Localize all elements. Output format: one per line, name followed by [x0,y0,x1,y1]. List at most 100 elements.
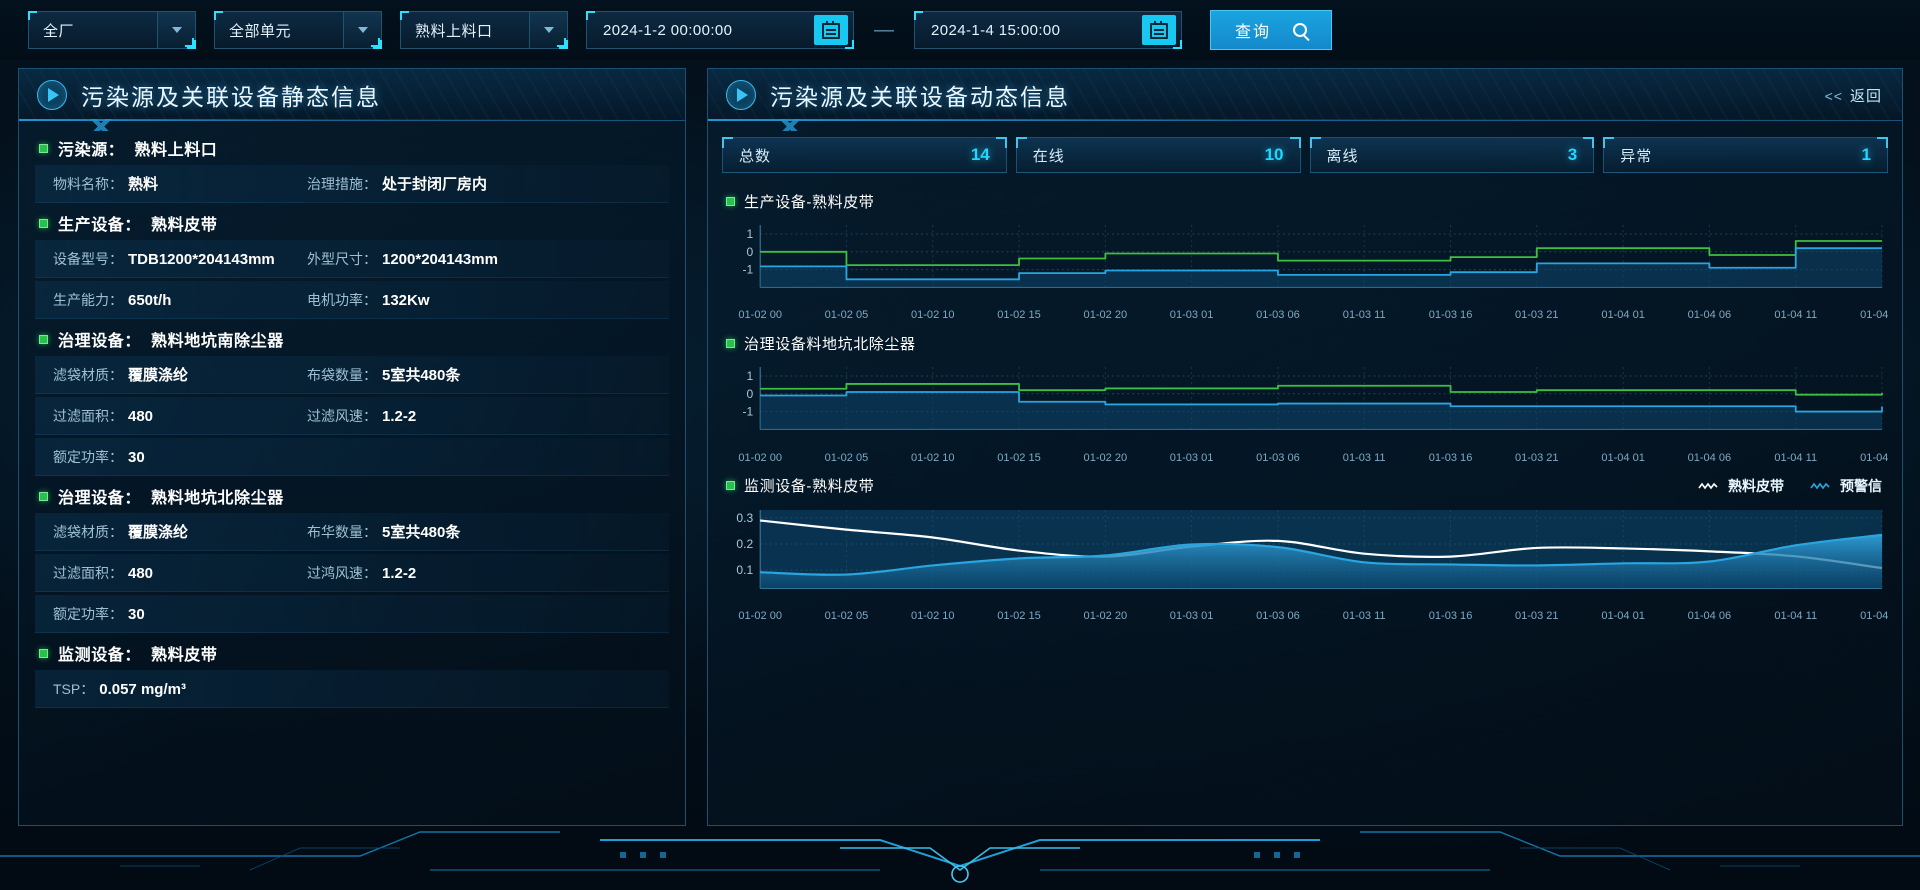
info-key: 电机功率： [307,291,377,308]
info-value: 480 [128,564,154,582]
status-summary-row: 总数 14 在线 10 离线 3 异常 1 [722,137,1888,173]
svg-text:01-02 10: 01-02 10 [911,452,955,464]
chevron-down-icon[interactable] [157,12,195,48]
chart-title: 监测设备-熟料皮带 [744,478,875,496]
legend-item[interactable]: 预警信 [1810,476,1882,496]
plant-select[interactable]: 全厂 [28,11,196,49]
svg-text:01-03 06: 01-03 06 [1256,611,1300,623]
start-date-input[interactable]: 2024-1-2 00:00:00 [586,11,854,49]
chart-canvas: 1 0 -1 01-02 00 01-02 05 01-02 10 01-02 15 01-0… [722,357,1888,465]
info-key: 额定功率： [53,448,123,465]
play-icon [37,79,67,110]
dynamic-panel-title: 污染源及关联设备动态信息 [770,83,1070,110]
svg-text:01-03 21: 01-03 21 [1515,452,1559,464]
query-button-label: 查询 [1234,24,1271,41]
status-badge[interactable]: 在线 10 [1015,137,1301,173]
chart-header: 监测设备-熟料皮带 熟料皮带 预警信 [722,472,1888,500]
status-badge[interactable]: 离线 3 [1309,137,1595,173]
info-row: 额定功率： 30 [35,438,669,476]
svg-text:01-03 11: 01-03 11 [1343,452,1386,464]
svg-text:01-02 05: 01-02 05 [825,309,869,321]
chart-block: 治理设备料地坑北除尘器 1 0 -1 01-02 00 01-02 05 01-02 10 0… [722,329,1888,465]
svg-text:01-04 06: 01-04 06 [1688,611,1732,623]
svg-text:0.2: 0.2 [736,537,753,551]
static-info-list: 污染源： 熟料上料口 物料名称： 熟料 治理措施： 处于封闭厂房内 生产设备： 熟料皮带 设备型… [19,121,685,708]
info-row: 过滤面积： 480 过鸿风速： 1.2-2 [35,554,669,592]
info-cell: 物料名称： 熟料 [35,173,307,194]
svg-text:01-03 11: 01-03 11 [1343,309,1386,321]
info-value: 650t/h [128,291,172,309]
info-key: 过滤风速： [307,407,377,424]
info-value: 5室共480条 [382,367,461,384]
status-square-icon [726,338,735,348]
svg-text:01-02 15: 01-02 15 [997,611,1041,623]
svg-text:01-04 11: 01-04 11 [1774,452,1817,464]
svg-text:01-02 05: 01-02 05 [825,611,869,623]
svg-text:01-02 10: 01-02 10 [911,309,955,321]
status-badge-value: 1 [1861,145,1871,164]
calendar-icon[interactable] [814,15,848,45]
legend-item[interactable]: 熟料皮带 [1698,476,1784,496]
calendar-icon[interactable] [1142,15,1176,45]
svg-text:0.1: 0.1 [736,563,753,577]
chart-x-axis: 01-02 00 01-02 05 01-02 10 01-02 15 01-02 20… [738,452,1888,464]
svg-text:-1: -1 [742,263,753,277]
end-date-input[interactable]: 2024-1-4 15:00:00 [914,11,1182,49]
svg-text:01-03 16: 01-03 16 [1429,611,1473,623]
svg-text:01-04 11: 01-04 11 [1774,309,1817,321]
dynamic-info-panel-header: 污染源及关联设备动态信息 << 返回 [708,69,1902,131]
svg-text:1: 1 [746,227,753,241]
dynamic-info-body: 总数 14 在线 10 离线 3 异常 1 生产设备-熟料皮带 1 0 -1 01-02 00 01-0… [708,121,1902,624]
info-key: 物料名称： [53,176,123,192]
svg-text:01-04 06: 01-04 06 [1688,309,1732,321]
source-select-value: 熟料上料口 [415,22,493,40]
search-icon [1293,23,1307,37]
start-date-value: 2024-1-2 00:00:00 [603,21,733,39]
back-button[interactable]: << 返回 [1825,85,1882,106]
charts-container: 生产设备-熟料皮带 1 0 -1 01-02 00 01-02 05 01-02 10 01-… [722,187,1888,624]
svg-text:01-02 05: 01-02 05 [825,452,869,464]
svg-text:-1: -1 [742,405,753,419]
info-cell: 额定功率： 30 [35,604,307,624]
section-heading-value: 熟料地坑南除尘器 [151,333,284,350]
info-value: 覆膜涤纶 [128,524,189,541]
source-select[interactable]: 熟料上料口 [400,11,568,49]
svg-text:01-04 01: 01-04 01 [1601,452,1645,464]
status-badge-value: 14 [970,145,990,164]
unit-select-value: 全部单元 [229,22,292,40]
svg-text:01-02 00: 01-02 00 [738,611,782,623]
section-heading-label: 生产设备： [58,217,142,234]
dynamic-info-panel: 污染源及关联设备动态信息 << 返回 总数 14 在线 10 离线 3 异常 1 生产设备-熟… [707,68,1903,826]
info-cell: 生产能力： 650t/h [35,290,307,310]
status-badge-value: 3 [1567,145,1578,164]
info-key: 设备型号： [53,250,123,267]
section-heading-value: 熟料皮带 [151,647,218,664]
status-badge[interactable]: 总数 14 [722,137,1007,173]
status-square-icon [39,218,48,228]
info-cell: 治理措施： 处于封闭厂房内 [307,173,669,194]
status-badge-label: 总数 [739,147,772,165]
section-heading-value: 熟料上料口 [134,142,218,159]
status-square-icon [39,143,48,153]
section-heading-label: 治理设备： [58,333,142,350]
back-button-label: 返回 [1849,88,1882,105]
svg-text:01-02 20: 01-02 20 [1084,452,1128,464]
section-heading: 治理设备： 熟料地坑北除尘器 [35,479,669,513]
svg-text:01-02 20: 01-02 20 [1084,309,1128,321]
info-key: 生产能力： [53,291,123,308]
legend-wave-icon [1810,482,1830,490]
svg-text:01-03 01: 01-03 01 [1170,611,1214,623]
info-cell: 设备型号： TDB1200*204143mm [35,249,307,269]
status-square-icon [39,648,48,658]
chevron-down-icon[interactable] [343,12,381,48]
info-cell: 外型尺寸： 1200*204143mm [307,249,669,269]
svg-text:01-02 20: 01-02 20 [1084,611,1128,623]
query-button[interactable]: 查询 [1210,10,1332,50]
svg-text:01-03 01: 01-03 01 [1170,309,1214,321]
chevron-down-icon[interactable] [529,12,567,48]
status-badge[interactable]: 异常 1 [1603,137,1888,173]
unit-select[interactable]: 全部单元 [214,11,382,49]
svg-text:01-03 11: 01-03 11 [1343,611,1386,623]
play-icon [726,79,756,110]
info-cell: 额定功率： 30 [35,447,307,467]
